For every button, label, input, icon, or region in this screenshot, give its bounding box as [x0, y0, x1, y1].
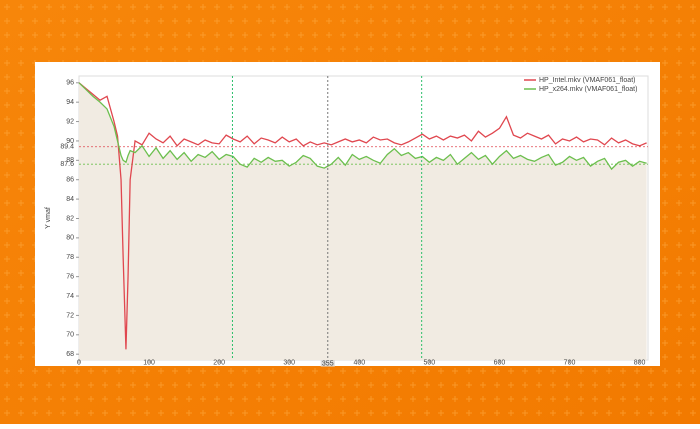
legend-label: HP_x264.mkv (VMAF061_float)	[539, 86, 637, 93]
y-axis-label: Y vmaf	[45, 207, 52, 229]
x-marker-label: 355	[322, 360, 334, 367]
y-tick-label: 74	[66, 293, 74, 300]
y-tick-label: 82	[66, 215, 74, 222]
x-tick-label: 100	[143, 359, 155, 366]
x-tick-label: 700	[564, 359, 576, 366]
x-tick-label: 300	[283, 359, 295, 366]
y-tick-label: 78	[66, 254, 74, 261]
x-tick-label: 500	[424, 359, 436, 366]
x-tick-label: 0	[77, 359, 81, 366]
y-tick-label: 92	[66, 118, 74, 125]
y-tick-label: 80	[66, 235, 74, 242]
y-tick-label: 68	[66, 351, 74, 358]
x-marker-label-bg	[320, 360, 335, 367]
area-fill	[79, 82, 647, 361]
y-marker-label: 87.6	[60, 161, 74, 168]
legend-label: HP_Intel.mkv (VMAF061_float)	[539, 77, 635, 84]
x-tick-label: 400	[353, 359, 365, 366]
y-tick-label: 70	[66, 332, 74, 339]
series-line	[78, 82, 647, 350]
y-tick-label: 88	[66, 157, 74, 164]
y-tick-label: 94	[66, 99, 74, 106]
y-tick-label: 90	[66, 138, 74, 145]
y-tick-label: 84	[66, 196, 74, 203]
x-tick-label: 800	[634, 359, 646, 366]
series-line	[78, 82, 647, 171]
y-tick-label: 72	[66, 312, 74, 319]
y-tick-label: 96	[66, 80, 74, 87]
y-tick-label: 86	[66, 177, 74, 184]
x-tick-label: 600	[494, 359, 506, 366]
y-tick-label: 76	[66, 273, 74, 280]
y-marker-label: 89.4	[60, 144, 74, 151]
x-tick-label: 200	[213, 359, 225, 366]
